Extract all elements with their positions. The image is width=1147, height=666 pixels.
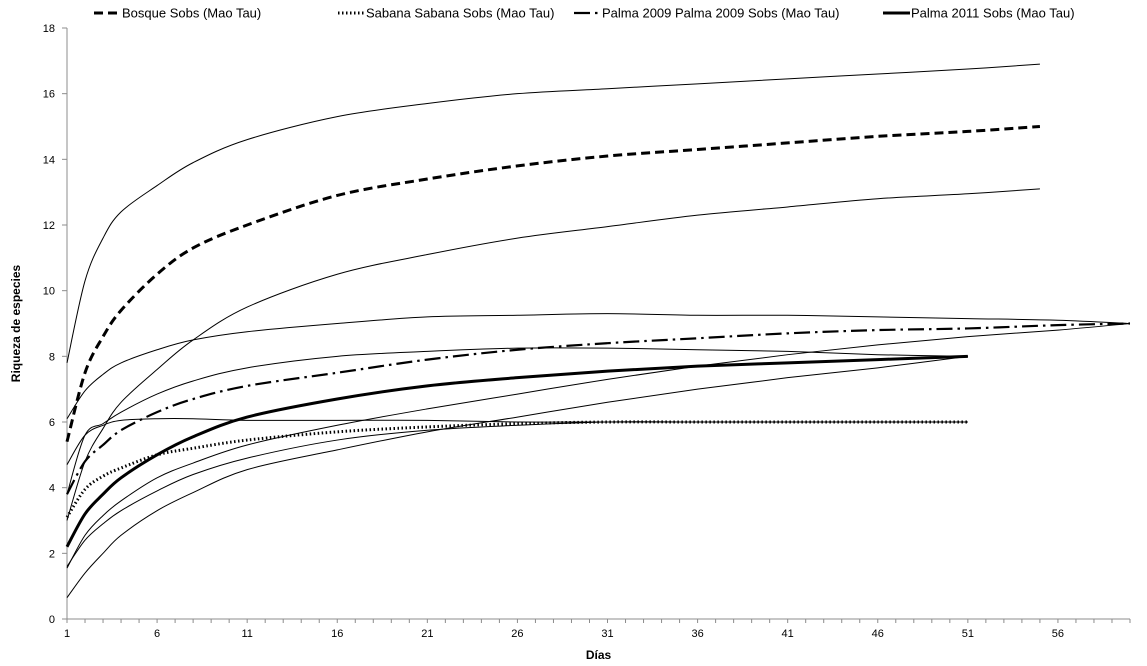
series-3-ci-upper [66, 313, 1131, 419]
legend-label-3: Palma 2009 Palma 2009 Sobs (Mao Tau) [602, 6, 840, 21]
series-2-line [65, 420, 968, 519]
x-tick-label: 56 [1052, 628, 1064, 640]
series-4-line [65, 354, 968, 548]
y-tick-label: 6 [49, 417, 55, 429]
series-3-ci-lower [66, 323, 1131, 569]
x-tick-label: 6 [154, 628, 160, 640]
series-1-line [65, 125, 1041, 443]
y-tick-label: 16 [43, 89, 55, 101]
legend-label-1: Bosque Sobs (Mao Tau) [122, 6, 261, 21]
series-4-ci-upper [66, 347, 968, 495]
y-tick-label: 10 [43, 286, 55, 298]
y-tick-label: 0 [49, 614, 55, 626]
x-tick-label: 16 [331, 628, 343, 640]
series-1-ci-upper [66, 63, 1040, 364]
x-tick-label: 26 [511, 628, 523, 640]
x-tick-label: 41 [782, 628, 794, 640]
y-axis-title: Riqueza de especies [9, 264, 23, 382]
series-layer [65, 63, 1131, 598]
series-1-ci-lower [66, 188, 1040, 521]
y-tick-label: 2 [49, 548, 55, 560]
y-tick-label: 8 [49, 351, 55, 363]
x-tick-label: 51 [962, 628, 974, 640]
series-2-ci-lower [66, 421, 968, 567]
y-tick-label: 4 [49, 483, 55, 495]
y-tick-label: 12 [43, 220, 55, 232]
x-tick-label: 31 [601, 628, 613, 640]
x-tick-label: 36 [691, 628, 703, 640]
y-tick-label: 14 [43, 154, 55, 166]
x-tick-label: 21 [421, 628, 433, 640]
x-tick-label: 1 [64, 628, 70, 640]
x-axis-title: Días [586, 648, 612, 662]
y-tick-label: 18 [43, 23, 55, 35]
series-4-ci-lower [66, 355, 968, 598]
legend-label-2: Sabana Sabana Sobs (Mao Tau) [366, 6, 554, 21]
legend: Bosque Sobs (Mao Tau) Sabana Sabana Sobs … [94, 6, 1075, 21]
series-3-line [66, 322, 1131, 495]
x-tick-label: 46 [872, 628, 884, 640]
x-tick-label: 11 [241, 628, 252, 640]
legend-label-4: Palma 2011 Sobs (Mao Tau) [911, 6, 1075, 21]
